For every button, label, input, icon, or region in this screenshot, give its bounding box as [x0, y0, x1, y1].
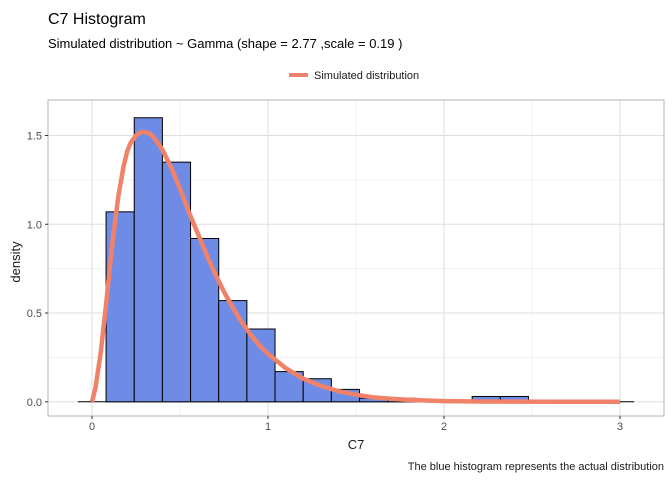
histogram-bar [190, 237, 220, 403]
y-axis-title: density [8, 241, 23, 283]
y-tick-label: 1.0 [27, 219, 42, 231]
histogram-bar [105, 211, 135, 403]
chart-caption: The blue histogram represents the actual… [408, 461, 664, 473]
chart-title: C7 Histogram [48, 11, 146, 28]
x-tick-label: 3 [617, 421, 623, 433]
histogram-bar [161, 161, 192, 403]
x-tick-label: 2 [441, 421, 447, 433]
y-tick-label: 1.5 [27, 131, 42, 143]
histogram-bar [133, 117, 163, 403]
y-tick-label: 0.5 [27, 308, 42, 320]
legend-label-simulated-distribution: Simulated distribution [314, 70, 419, 82]
density-curve-simulated-distribution [89, 129, 621, 405]
histogram-bar [246, 328, 276, 403]
panel-border [47, 99, 665, 417]
x-axis-title: C7 [348, 437, 365, 452]
x-tick-label: 0 [89, 421, 95, 433]
y-tick-label: 0.0 [27, 397, 42, 409]
x-tick-label: 1 [265, 421, 271, 433]
chart-subtitle: Simulated distribution ~ Gamma (shape = … [48, 36, 402, 51]
histogram-bar [218, 300, 248, 403]
plot-panel [47, 99, 665, 417]
legend: Simulated distribution [289, 70, 419, 82]
